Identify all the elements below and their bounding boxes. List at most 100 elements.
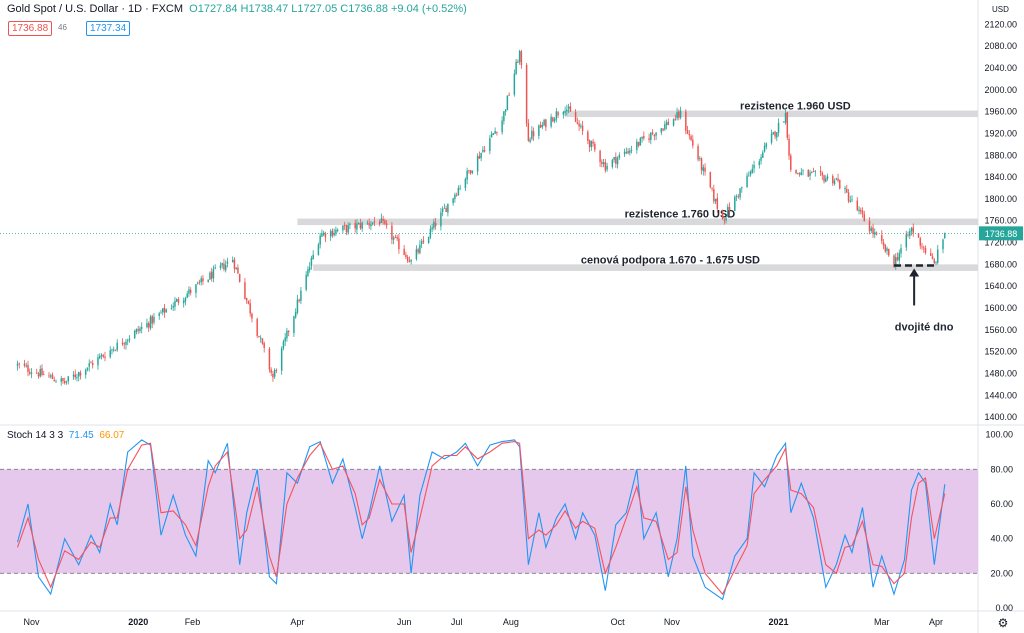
candle-body <box>100 354 103 357</box>
candle <box>569 102 572 112</box>
candle <box>349 222 351 230</box>
candle-body <box>825 178 827 182</box>
candle <box>420 238 423 248</box>
candle-body <box>482 149 484 153</box>
candle-body <box>833 180 836 185</box>
candle-body <box>97 357 99 366</box>
candle <box>212 265 215 283</box>
candle <box>361 221 363 232</box>
candle-body <box>751 168 754 173</box>
candle-body <box>480 152 482 159</box>
candle <box>100 353 103 360</box>
candle-body <box>189 290 192 293</box>
sell-price-button[interactable]: 1736.88 <box>8 21 53 36</box>
candle-body <box>336 229 339 231</box>
settings-gear-icon[interactable]: ⚙ <box>998 616 1009 630</box>
candle <box>837 173 839 183</box>
candle-body <box>434 222 437 227</box>
candle <box>676 107 678 121</box>
candle-body <box>702 167 705 172</box>
candle-body <box>763 145 766 152</box>
candle <box>336 228 339 233</box>
candle-body <box>331 230 334 236</box>
candle-body <box>431 227 433 230</box>
candle <box>53 376 55 382</box>
candle-body <box>163 307 166 314</box>
candle-body <box>734 196 736 211</box>
candle <box>501 116 503 135</box>
candle-body <box>35 372 38 374</box>
time-axis-label: Oct <box>611 617 626 627</box>
candle <box>111 348 113 355</box>
candle <box>697 143 699 162</box>
candle-body <box>247 300 250 304</box>
candle <box>447 203 449 217</box>
candle-body <box>700 158 703 171</box>
candle <box>200 275 202 286</box>
candle-body <box>882 242 885 246</box>
candle <box>184 296 187 306</box>
candle-body <box>77 372 80 377</box>
candle <box>930 248 932 257</box>
candle-body <box>723 220 726 221</box>
candle <box>284 332 286 346</box>
candle-body <box>627 151 629 154</box>
candle-body <box>468 170 470 172</box>
candle <box>139 326 141 334</box>
candle <box>604 158 607 173</box>
candle-body <box>578 123 580 127</box>
candle-body <box>643 135 645 139</box>
candle <box>529 137 531 144</box>
candle <box>721 209 724 220</box>
candle <box>370 221 372 231</box>
candle-body <box>765 143 768 147</box>
zone-rect-2 <box>313 264 979 271</box>
buy-price-button[interactable]: 1737.34 <box>86 21 131 36</box>
candle-body <box>746 175 748 188</box>
candle <box>300 287 302 305</box>
candle <box>455 192 458 197</box>
candle-body <box>664 124 666 130</box>
candle <box>765 142 768 150</box>
candle-body <box>896 257 899 260</box>
candle <box>482 146 484 153</box>
candle-body <box>814 171 817 173</box>
stoch-axis-tick-label: 0.00 <box>995 603 1013 613</box>
candle <box>466 167 468 185</box>
candle <box>525 63 528 127</box>
candle-body <box>716 197 719 209</box>
candle-body <box>538 125 540 136</box>
candle-body <box>259 337 262 339</box>
candle <box>385 220 388 229</box>
candle <box>629 147 631 156</box>
candle <box>550 113 552 129</box>
candle-body <box>251 313 253 319</box>
candle-body <box>104 356 106 358</box>
candle-body <box>807 169 810 177</box>
candle <box>133 329 136 339</box>
candle-body <box>788 138 790 156</box>
price-axis-tick-label: 2000.00 <box>984 85 1017 95</box>
candle <box>382 215 384 225</box>
candle <box>329 229 332 241</box>
candle <box>713 184 715 204</box>
candle <box>874 228 876 239</box>
candle <box>294 308 297 319</box>
time-axis-label: Aug <box>503 617 519 627</box>
candle <box>784 109 787 125</box>
candle <box>825 175 827 183</box>
candle-body <box>310 257 313 267</box>
candle <box>711 187 713 192</box>
double-bottom-arrow-head <box>909 268 920 277</box>
candle <box>749 170 752 177</box>
candle-body <box>679 110 682 118</box>
candle <box>282 339 285 351</box>
candle <box>128 335 131 343</box>
candle-body <box>576 122 579 124</box>
candle <box>574 109 577 123</box>
candle-body <box>636 141 638 150</box>
candle-body <box>347 225 349 233</box>
candle <box>797 172 799 175</box>
candle-body <box>324 233 327 238</box>
